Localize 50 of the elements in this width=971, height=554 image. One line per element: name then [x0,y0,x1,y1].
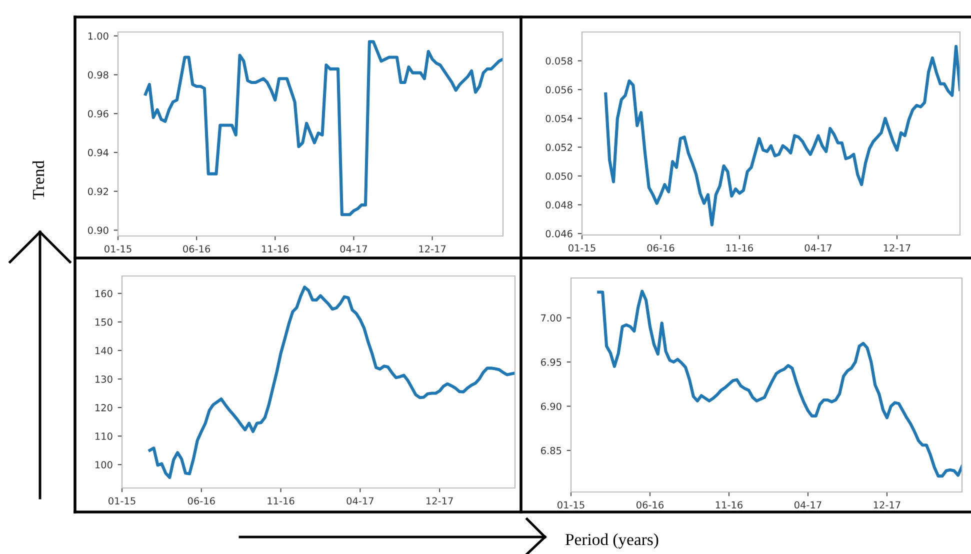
x-tick-label: 12-17 [874,501,900,508]
y-tick-label: 0.054 [546,114,572,122]
y-tick-label: 7.00 [541,314,562,322]
x-tick-label: 01-15 [568,244,596,252]
x-tick-label: 12-17 [426,497,453,504]
y-tick-label: 0.90 [88,226,108,234]
x-tick-label: 11-16 [262,245,289,253]
y-tick-label: 130 [95,375,112,383]
line-series [604,44,960,226]
x-tick-label: 04-17 [340,245,368,253]
y-tick-label: 140 [95,346,112,354]
x-tick-label: 01-15 [104,245,132,253]
x-tick-label: 06-16 [647,244,674,252]
x-tick-label: 06-16 [183,245,210,253]
y-tick-label: 110 [95,432,112,440]
y-tick-label: 0.050 [546,172,572,180]
y-tick-label: 0.96 [88,110,108,118]
text: Trend [32,160,44,200]
x-tick-label: 04-17 [794,501,822,509]
y-tick-label: 0.048 [546,201,572,209]
x-tick-label: 06-16 [636,501,664,509]
x-tick-label: 01-15 [558,501,584,509]
line-series [148,286,515,479]
y-tick-label: 1.00 [88,32,108,40]
y-tick-label: 100 [95,461,112,468]
x-tick-label: 04-17 [804,244,832,252]
x-tick-label: 04-17 [346,497,374,505]
x-tick-label: 12-17 [884,244,910,252]
y-tick-label: 0.98 [88,71,108,79]
line-series [597,290,962,478]
y-tick-label: 0.92 [88,188,108,196]
y-tick-label: 150 [95,318,112,326]
y-tick-label: 160 [95,290,112,298]
x-tick-label: 11-16 [716,501,742,509]
x-tick-label: 11-16 [268,497,294,505]
x-tick-label: 06-16 [188,497,215,505]
y-tick-label: 6.95 [541,358,562,366]
x-tick-label: 01-15 [108,497,136,505]
y-tick-label: 0.046 [546,230,572,238]
y-tick-label: 120 [95,404,112,412]
y-tick-label: 0.94 [88,148,108,156]
y-tick-label: 0.052 [546,144,572,152]
y-tick-label: 6.90 [541,402,562,410]
x-tick-label: 12-17 [419,245,446,252]
text: Period (years) [565,533,658,549]
line-series [144,40,503,216]
y-tick-label: 0.056 [546,86,572,94]
y-tick-label: 0.058 [546,57,572,65]
x-tick-label: 11-16 [726,244,754,252]
y-tick-label: 6.85 [541,446,562,454]
